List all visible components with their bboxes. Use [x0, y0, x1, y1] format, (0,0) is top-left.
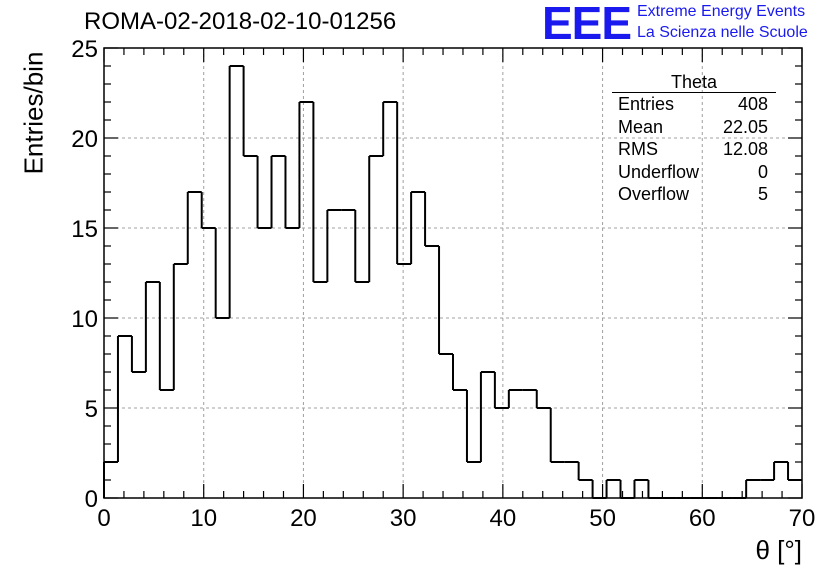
stats-value: 408: [737, 94, 768, 114]
plot-frame: [103, 47, 803, 499]
stats-value: 0: [757, 161, 768, 182]
stats-title: Theta: [612, 72, 776, 93]
stats-label: Mean: [618, 116, 664, 137]
stats-box: Theta Entries 408 Mean 22.05 RMS 12.08 U…: [612, 72, 776, 206]
run-title: ROMA-02-2018-02-10-01256: [84, 8, 397, 35]
y-tick-label: 20: [71, 126, 98, 153]
plot-border: [103, 47, 803, 499]
axis-ticks: [103, 47, 803, 499]
stats-value: 12.08: [722, 139, 768, 159]
stats-row-underflow: Underflow 0: [612, 161, 776, 184]
y-tick-label: 0: [85, 486, 98, 513]
x-tick-label: 10: [190, 505, 217, 532]
x-tick-label: 20: [290, 505, 317, 532]
x-tick-label: 60: [689, 505, 716, 532]
y-tick-label: 15: [71, 216, 98, 243]
x-tick-label: 40: [490, 505, 517, 532]
y-tick-label: 10: [71, 306, 98, 333]
y-axis-label: Entries/bin: [18, 51, 49, 175]
logo-mark: EEE: [542, 0, 632, 49]
stats-row-overflow: Overflow 5: [612, 183, 776, 206]
x-tick-label: 70: [789, 505, 816, 532]
logo-line-1: Extreme Energy Events: [637, 3, 806, 20]
stats-label: Overflow: [618, 184, 690, 204]
y-tick-label: 5: [85, 396, 98, 423]
stats-row-entries: Entries 408: [612, 93, 776, 116]
stats-row-mean: Mean 22.05: [612, 116, 776, 139]
y-tick-label: 25: [71, 36, 98, 63]
grid-lines: [104, 48, 802, 498]
stats-row-rms: RMS 12.08: [612, 138, 776, 161]
stats-label: Underflow: [618, 161, 700, 182]
x-tick-label: 50: [589, 505, 616, 532]
histogram-series: [103, 65, 802, 499]
stats-value: 22.05: [722, 116, 768, 137]
x-tick-label: 30: [390, 505, 417, 532]
x-axis-label: θ [°]: [755, 535, 802, 565]
stats-label: RMS: [618, 139, 658, 159]
stats-value: 5: [757, 184, 768, 204]
x-tick-label: 0: [97, 505, 110, 532]
logo-line-2: La Scienza nelle Scuole: [637, 24, 808, 41]
stats-label: Entries: [618, 94, 675, 114]
